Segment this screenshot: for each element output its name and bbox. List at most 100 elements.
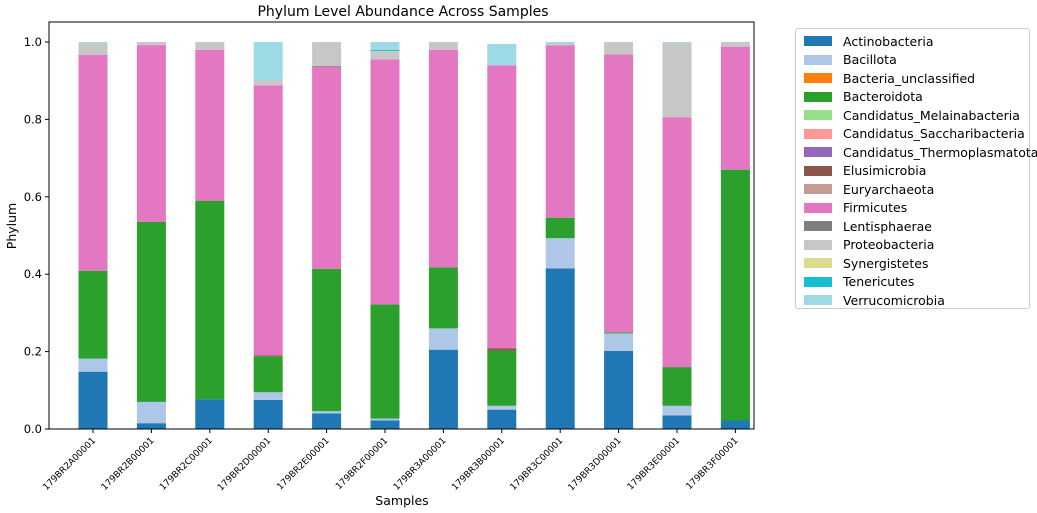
- y-tick-label: 0.4: [24, 267, 42, 281]
- bar-segment: [312, 268, 342, 412]
- bar-segment: [253, 79, 283, 86]
- legend-label: Candidatus_Melainabacteria: [843, 107, 1020, 123]
- bars-layer: [78, 42, 750, 429]
- legend-label: Bacteroidota: [843, 89, 923, 104]
- bar-segment: [312, 65, 342, 67]
- legend-item: Actinobacteria: [804, 32, 933, 50]
- bar-segment: [136, 221, 166, 402]
- x-tick-label: 179BR3D00001: [567, 436, 624, 493]
- bar-segment: [428, 267, 458, 329]
- x-tick-label: 179BR2E00001: [275, 436, 331, 492]
- bar-segment: [604, 333, 634, 351]
- legend-swatch: [804, 110, 832, 120]
- bar-segment: [78, 54, 108, 271]
- bar-segment: [253, 42, 283, 80]
- legend-swatch: [804, 184, 832, 194]
- bar-segment: [253, 355, 283, 357]
- plot-frame: [48, 21, 755, 430]
- legend-swatch: [804, 73, 832, 83]
- bar-segment: [662, 415, 692, 429]
- bar-segment: [78, 43, 108, 55]
- x-tick-label: 179BR2A00001: [41, 436, 98, 493]
- bar-segment: [312, 411, 342, 414]
- bar-segment: [136, 401, 166, 424]
- bar-segment: [720, 42, 750, 47]
- bar-segment: [662, 117, 692, 368]
- legend-item: Bacteroidota: [804, 88, 923, 106]
- legend-label: Euryarchaeota: [843, 181, 935, 197]
- bar-segment: [604, 54, 634, 333]
- bar-segment: [428, 42, 458, 50]
- bar-segment: [662, 42, 692, 44]
- bar-segment: [312, 66, 342, 269]
- legend-item: Proteobacteria: [804, 236, 934, 254]
- bar-segment: [195, 42, 225, 50]
- x-tick-label: 179BR3B00001: [450, 436, 507, 493]
- legend-swatch: [804, 295, 832, 305]
- legend-item: Elusimicrobia: [804, 162, 926, 180]
- bar-segment: [545, 42, 575, 44]
- bar-segment: [195, 399, 225, 429]
- bar-segment: [604, 42, 634, 55]
- x-tick-label: 179BR2B00001: [100, 436, 157, 493]
- bar-segment: [253, 356, 283, 393]
- legend-swatch: [804, 239, 832, 250]
- legend-item: Firmicutes: [804, 199, 907, 217]
- bar-segment: [370, 59, 400, 305]
- bar-segment: [604, 332, 634, 334]
- bar-segment: [195, 200, 225, 400]
- bar-segment: [487, 405, 517, 410]
- bar-segment: [253, 85, 283, 356]
- bar-segment: [545, 217, 575, 239]
- bar-segment: [253, 392, 283, 400]
- bar-segment: [370, 420, 400, 429]
- legend-item: Bacteria_unclassified: [804, 69, 975, 87]
- bar-segment: [370, 49, 400, 51]
- bar-segment: [545, 268, 575, 429]
- bar-segment: [312, 413, 342, 429]
- bar-segment: [662, 43, 692, 118]
- legend-label: Candidatus_Saccharibacteria: [843, 126, 1025, 141]
- bar-segment: [604, 350, 634, 429]
- legend-label: Bacteria_unclassified: [843, 70, 976, 86]
- chart-title: Phylum Level Abundance Across Samples: [257, 4, 548, 20]
- legend-label: Actinobacteria: [843, 33, 934, 49]
- bar-segment: [662, 367, 692, 406]
- x-tick-label: 179BR3C00001: [509, 436, 566, 493]
- bar-segment: [78, 42, 108, 44]
- bar-segment: [136, 42, 166, 46]
- bar-segment: [370, 50, 400, 60]
- x-tick-label: 179BR2C00001: [158, 436, 215, 493]
- y-tick-label: 1.0: [24, 35, 42, 49]
- legend-item: Candidatus_Saccharibacteria: [804, 125, 1025, 143]
- legend-label: Firmicutes: [843, 200, 908, 215]
- legend-label: Lentisphaerae: [843, 218, 932, 234]
- bar-segment: [487, 350, 517, 406]
- legend-swatch: [804, 276, 832, 287]
- x-tick-label: 179BR3A00001: [392, 436, 449, 493]
- legend-item: Euryarchaeota: [804, 180, 934, 198]
- y-tick-label: 0.2: [24, 345, 42, 359]
- y-axis-label: Phylum: [4, 203, 19, 249]
- y-tick-label: 0.0: [24, 422, 42, 436]
- legend-swatch: [804, 221, 832, 231]
- legend-swatch: [804, 165, 832, 176]
- bar-segment: [78, 358, 108, 372]
- legend-swatch: [804, 91, 832, 102]
- bar-segment: [545, 43, 575, 46]
- x-axis: 179BR2A00001 179BR2B00001 179BR2C00001 179B…: [41, 429, 741, 493]
- legend-swatch: [804, 128, 832, 139]
- bar-segment: [195, 49, 225, 201]
- bar-segment: [487, 348, 517, 351]
- bar-segment: [487, 65, 517, 349]
- y-axis: 0.0 0.2 0.4 0.6 0.8 1.0: [24, 35, 49, 436]
- legend-swatch: [804, 202, 832, 213]
- x-axis-label: Samples: [375, 493, 428, 508]
- legend-item: Synergistetes: [804, 254, 928, 272]
- bar-segment: [312, 42, 342, 66]
- legend-item: Candidatus_Thermoplasmatota: [804, 143, 1037, 161]
- legend-item: Candidatus_Melainabacteria: [804, 106, 1020, 124]
- bar-segment: [428, 328, 458, 350]
- legend: Actinobacteria Bacillota Bacteria_unclassi…: [795, 28, 1037, 309]
